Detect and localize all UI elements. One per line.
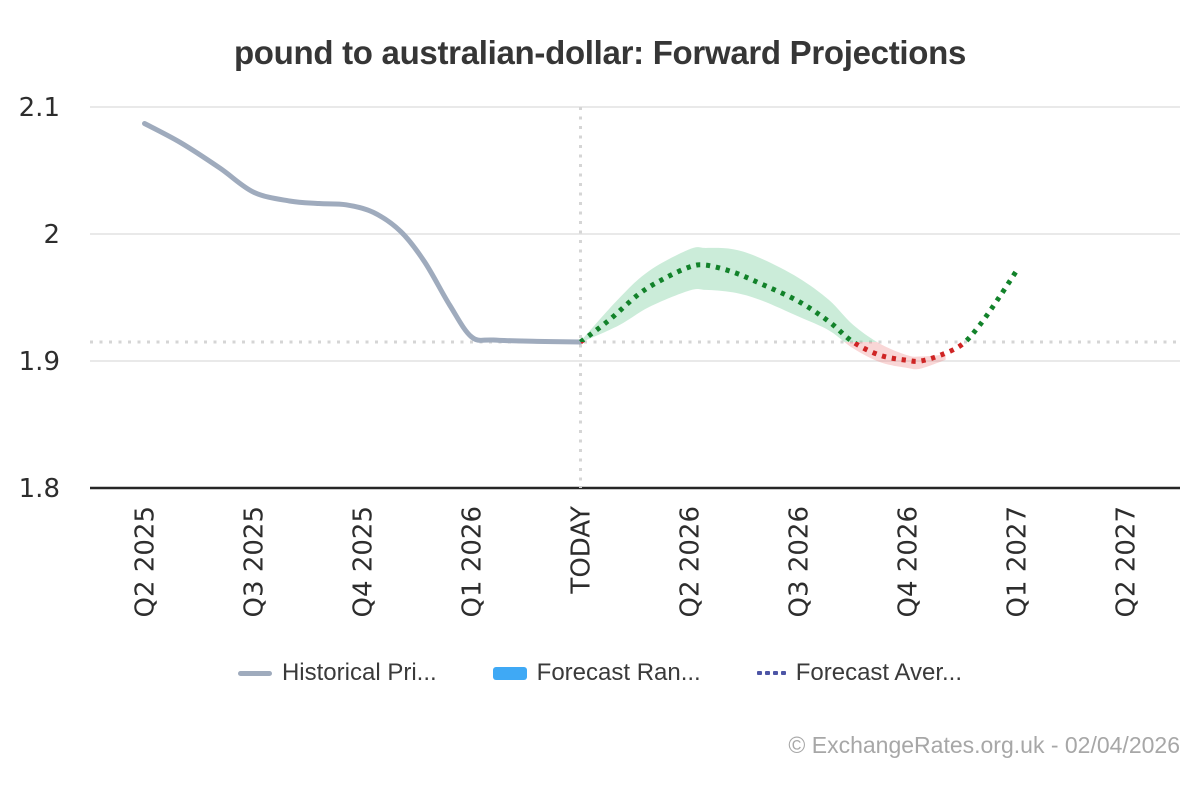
legend-item-forecast-average[interactable]: Forecast Aver... bbox=[756, 659, 963, 687]
historical-line-swatch-icon bbox=[237, 670, 272, 676]
legend-label: Forecast Aver... bbox=[795, 659, 963, 686]
x-tick-label: Q1 2027 bbox=[1003, 506, 1033, 617]
x-tick-label: Q2 2027 bbox=[1112, 506, 1142, 617]
legend-item-historical-price[interactable]: Historical Pri... bbox=[237, 659, 437, 687]
y-tick-label: 2.1 bbox=[19, 93, 60, 123]
x-tick-label: Q2 2026 bbox=[676, 506, 706, 617]
x-tick-label: Q4 2025 bbox=[349, 506, 379, 617]
legend-label: Forecast Ran... bbox=[536, 659, 701, 686]
forecast-average-line-negative bbox=[580, 341, 969, 364]
forecast-average-dotted-swatch-icon bbox=[756, 670, 786, 676]
forecast-range-band-negative bbox=[580, 341, 946, 370]
historical-price-line bbox=[142, 121, 583, 345]
chart-legend: Historical Pri... Forecast Ran... Foreca… bbox=[0, 659, 1200, 687]
forecast-range-swatch-icon bbox=[492, 666, 527, 680]
y-tick-label: 1.8 bbox=[19, 474, 60, 504]
chart-credit-link[interactable]: © ExchangeRates.org.uk - 02/04/2026 bbox=[788, 732, 1180, 758]
x-tick-label: Q3 2026 bbox=[785, 506, 815, 617]
x-tick-label: Q2 2025 bbox=[131, 506, 161, 617]
forecast-range-band bbox=[580, 247, 877, 342]
legend-item-forecast-range[interactable]: Forecast Ran... bbox=[492, 659, 701, 687]
y-tick-label: 1.9 bbox=[19, 347, 60, 377]
chart-title: pound to australian-dollar: Forward Proj… bbox=[233, 34, 967, 71]
x-tick-label: Q4 2026 bbox=[894, 506, 924, 617]
x-tick-label: Q3 2025 bbox=[240, 506, 270, 617]
x-tick-label: Q1 2026 bbox=[458, 506, 488, 617]
y-tick-label: 2 bbox=[43, 220, 60, 250]
x-tick-label: TODAY bbox=[567, 506, 597, 595]
legend-label: Historical Pri... bbox=[281, 659, 437, 686]
